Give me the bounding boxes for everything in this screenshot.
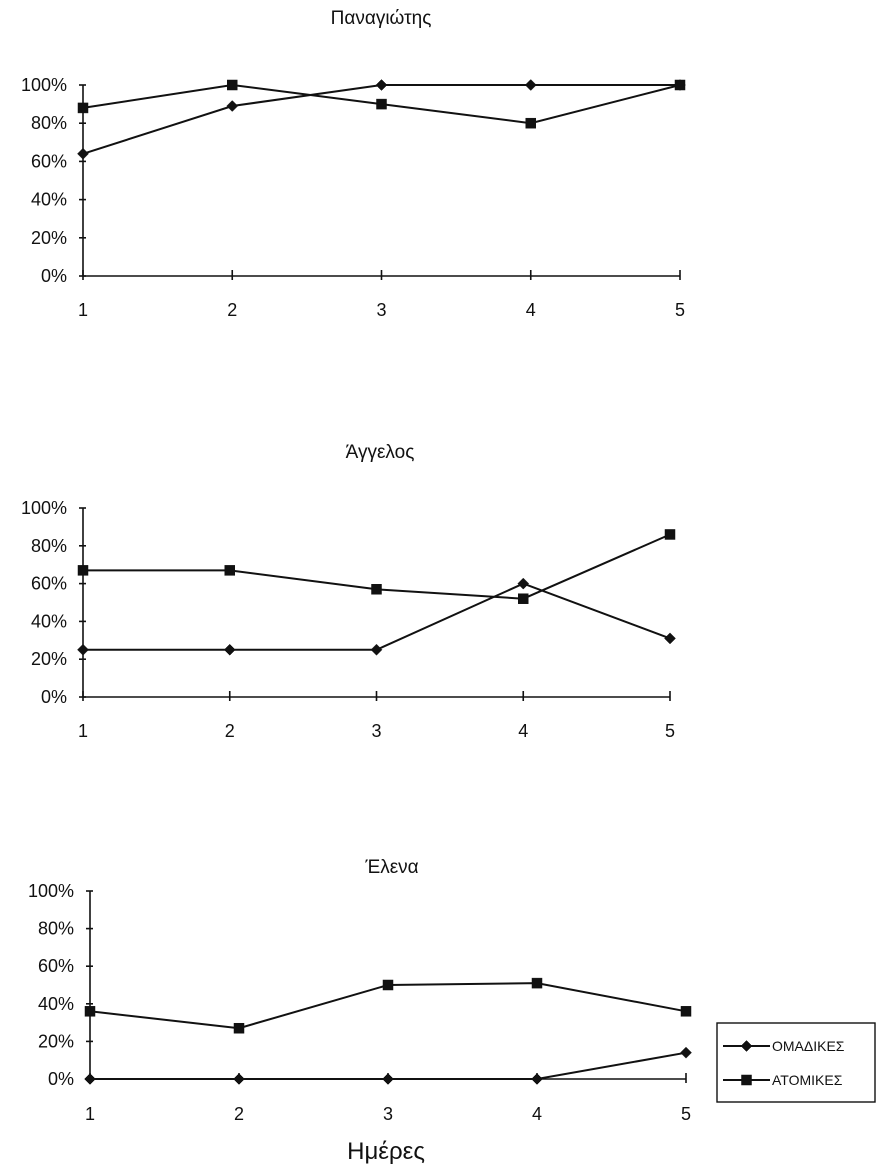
data-point-diamond xyxy=(664,632,676,645)
data-point-square xyxy=(664,529,676,540)
legend-box xyxy=(716,1022,876,1103)
marks xyxy=(84,977,692,1085)
data-point-square xyxy=(518,593,529,604)
x-tick-label: 1 xyxy=(78,300,88,320)
y-tick-label: 100% xyxy=(21,75,67,95)
axes: 0% 20% 40% 60% 80% 100% 1 2 3 4 5 xyxy=(28,881,691,1124)
data-point-diamond xyxy=(375,79,388,91)
legend-square-icon xyxy=(741,1074,752,1086)
x-tick-label: 3 xyxy=(376,300,386,320)
series-line-diamond xyxy=(82,84,680,155)
data-point-diamond xyxy=(226,100,239,112)
data-point-diamond xyxy=(370,643,383,656)
x-tick-label: 1 xyxy=(78,721,88,741)
data-point-diamond xyxy=(84,1073,96,1085)
data-point-square xyxy=(84,1006,96,1017)
data-point-square xyxy=(77,102,89,114)
y-tick-label: 40% xyxy=(31,190,67,210)
y-tick-label: 20% xyxy=(31,228,67,248)
chart-elena: Έλενα 0% 20% 40% 60% 80% 100% 1 2 3 4 5 Ημέρες xyxy=(28,857,692,1165)
y-tick-label: 40% xyxy=(31,611,67,631)
x-axis-label: Ημέρες xyxy=(347,1138,425,1165)
y-tick-label: 60% xyxy=(31,151,67,171)
x-tick-label: 5 xyxy=(665,721,675,741)
data-point-square xyxy=(376,98,387,110)
axes: 0% 20% 40% 60% 80% 100% 1 2 3 4 5 xyxy=(21,75,685,320)
legend: ΟΜΑΔΙΚΕΣ ΑΤΟΜΙΚΕΣ xyxy=(716,1022,876,1103)
marks xyxy=(77,529,676,656)
data-point-square xyxy=(227,79,238,91)
chart-panagiotis: Παναγιώτης 0% 20% 40% 60% 80% 100% 1 2 3 4 5 xyxy=(21,8,686,320)
y-tick-label: 40% xyxy=(38,994,74,1014)
y-tick-label: 20% xyxy=(31,649,67,669)
y-tick-label: 80% xyxy=(38,919,74,939)
y-tick-label: 0% xyxy=(48,1069,74,1089)
y-tick-label: 60% xyxy=(31,574,67,594)
x-tick-label: 2 xyxy=(234,1104,244,1124)
y-tick-label: 80% xyxy=(31,536,67,556)
chart-title: Άγγελος xyxy=(346,442,415,463)
x-tick-label: 5 xyxy=(681,1104,691,1124)
x-tick-label: 4 xyxy=(526,300,536,320)
x-tick-label: 4 xyxy=(518,721,528,741)
data-point-diamond xyxy=(680,1046,692,1059)
x-tick-label: 2 xyxy=(227,300,237,320)
x-tick-label: 1 xyxy=(85,1104,95,1124)
y-tick-label: 0% xyxy=(41,687,67,707)
y-tick-label: 60% xyxy=(38,956,74,976)
data-point-diamond xyxy=(233,1073,245,1085)
axes: 0% 20% 40% 60% 80% 100% 1 2 3 4 5 xyxy=(21,498,675,741)
marks xyxy=(77,79,686,160)
data-point-square xyxy=(674,79,686,91)
chart-angelos: Άγγελος 0% 20% 40% 60% 80% 100% 1 2 3 4 5 xyxy=(21,442,676,741)
legend-label: ΟΜΑΔΙΚΕΣ xyxy=(772,1038,845,1054)
chart-title: Παναγιώτης xyxy=(331,8,432,29)
data-point-diamond xyxy=(223,643,236,656)
x-tick-label: 3 xyxy=(371,721,381,741)
data-point-diamond xyxy=(77,643,89,656)
data-point-square xyxy=(224,565,235,576)
data-point-diamond xyxy=(77,147,89,160)
legend-item-omadikes: ΟΜΑΔΙΚΕΣ xyxy=(723,1038,845,1054)
x-tick-label: 4 xyxy=(532,1104,542,1124)
data-point-square xyxy=(531,977,543,989)
x-tick-label: 2 xyxy=(225,721,235,741)
legend-label: ΑΤΟΜΙΚΕΣ xyxy=(772,1072,843,1088)
data-point-square xyxy=(382,979,394,991)
data-point-square xyxy=(371,584,382,595)
chart-title: Έλενα xyxy=(364,857,418,878)
data-point-square xyxy=(680,1006,692,1017)
y-tick-label: 0% xyxy=(41,266,67,286)
x-tick-label: 5 xyxy=(675,300,685,320)
data-point-diamond xyxy=(531,1073,543,1085)
data-point-square xyxy=(233,1022,245,1034)
data-point-diamond xyxy=(524,79,537,91)
legend-item-atomikes: ΑΤΟΜΙΚΕΣ xyxy=(723,1072,843,1088)
legend-diamond-icon xyxy=(740,1040,753,1052)
y-tick-label: 20% xyxy=(38,1031,74,1051)
y-tick-label: 100% xyxy=(28,881,74,901)
data-point-square xyxy=(77,565,89,576)
y-tick-label: 80% xyxy=(31,113,67,133)
y-tick-label: 100% xyxy=(21,498,67,518)
data-point-diamond xyxy=(382,1073,394,1085)
data-point-square xyxy=(525,117,536,129)
x-tick-label: 3 xyxy=(383,1104,393,1124)
data-point-diamond xyxy=(517,577,530,590)
